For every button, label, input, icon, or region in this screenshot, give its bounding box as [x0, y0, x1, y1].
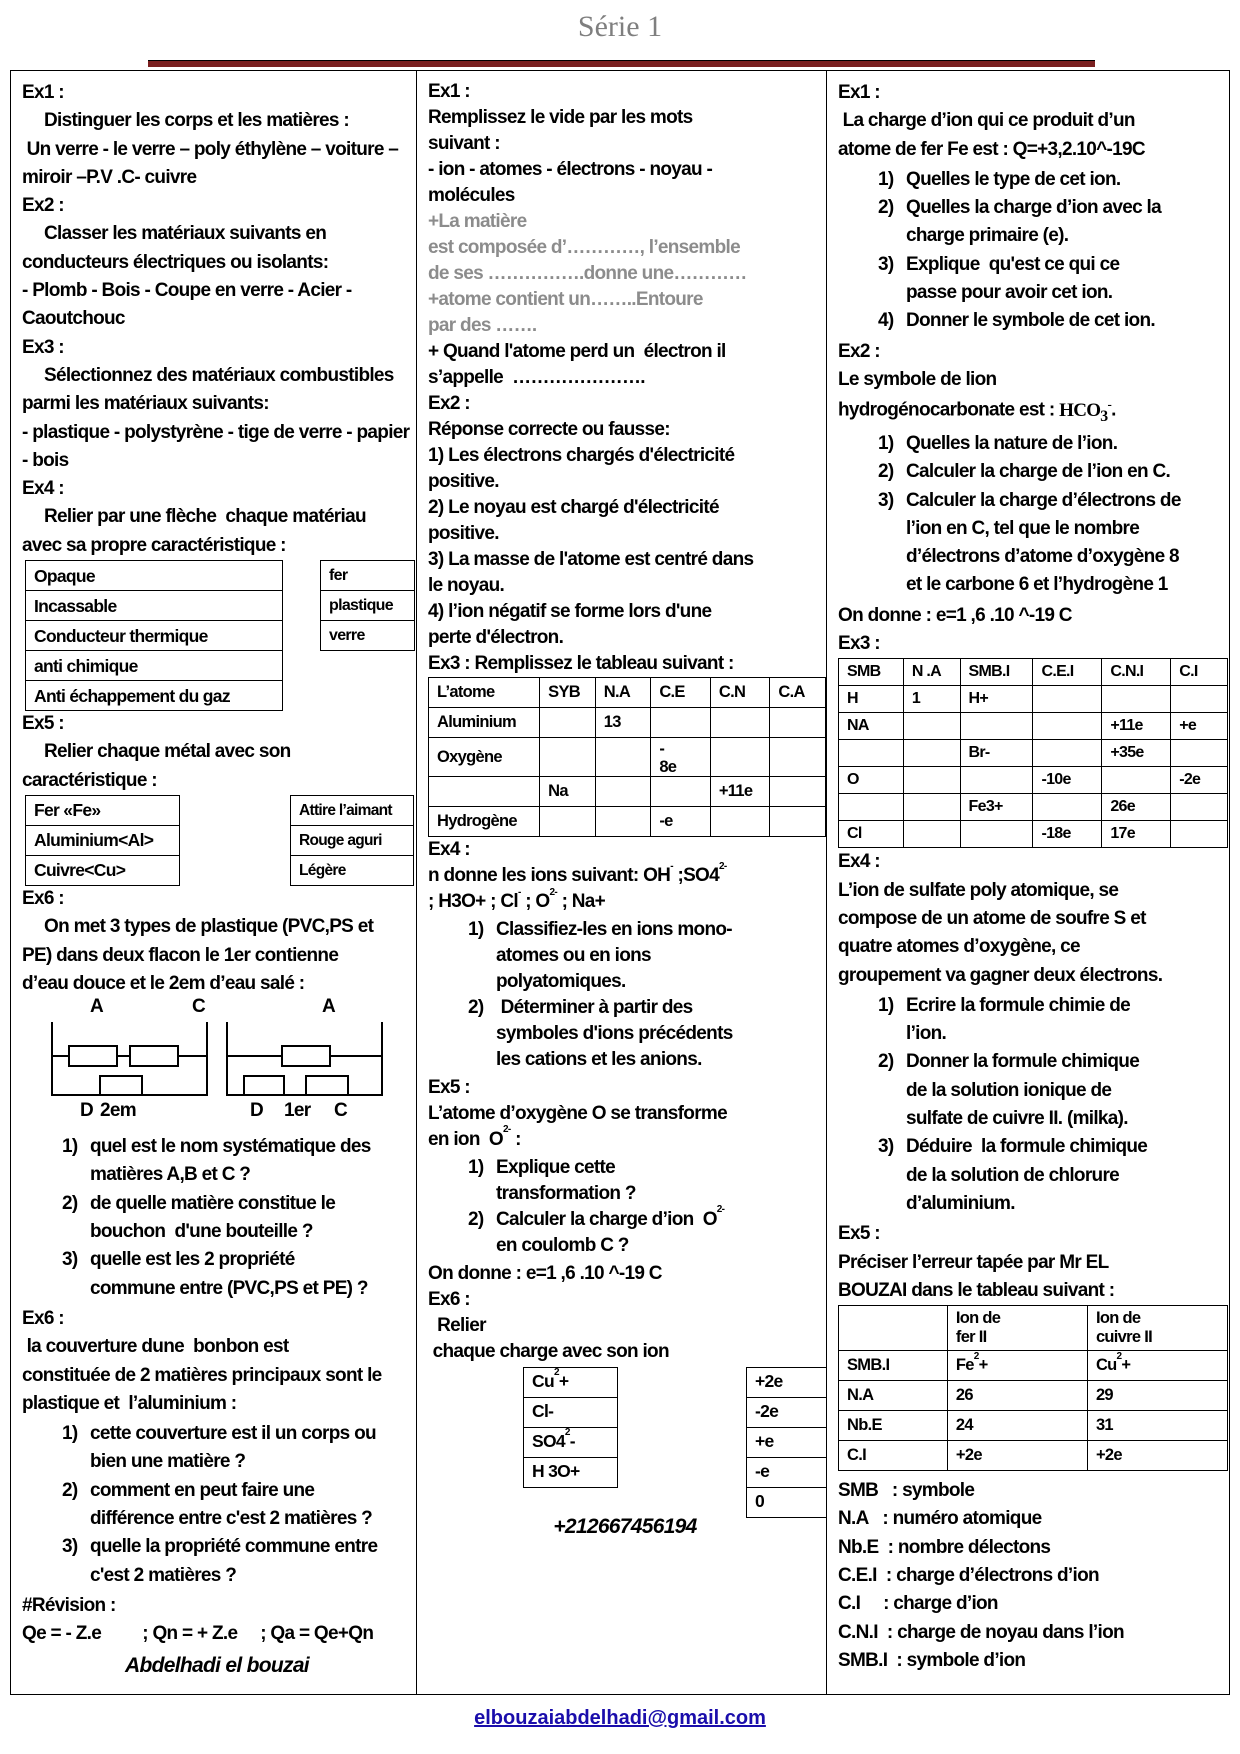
svg-text:D: D [250, 1100, 263, 1121]
svg-text:C: C [334, 1100, 348, 1121]
svg-text:1er: 1er [284, 1100, 312, 1121]
svg-text:A: A [90, 998, 104, 1017]
svg-text:A: A [322, 998, 336, 1017]
svg-text:2em: 2em [100, 1100, 136, 1121]
svg-text:D: D [80, 1100, 93, 1121]
svg-text:C: C [192, 998, 206, 1017]
